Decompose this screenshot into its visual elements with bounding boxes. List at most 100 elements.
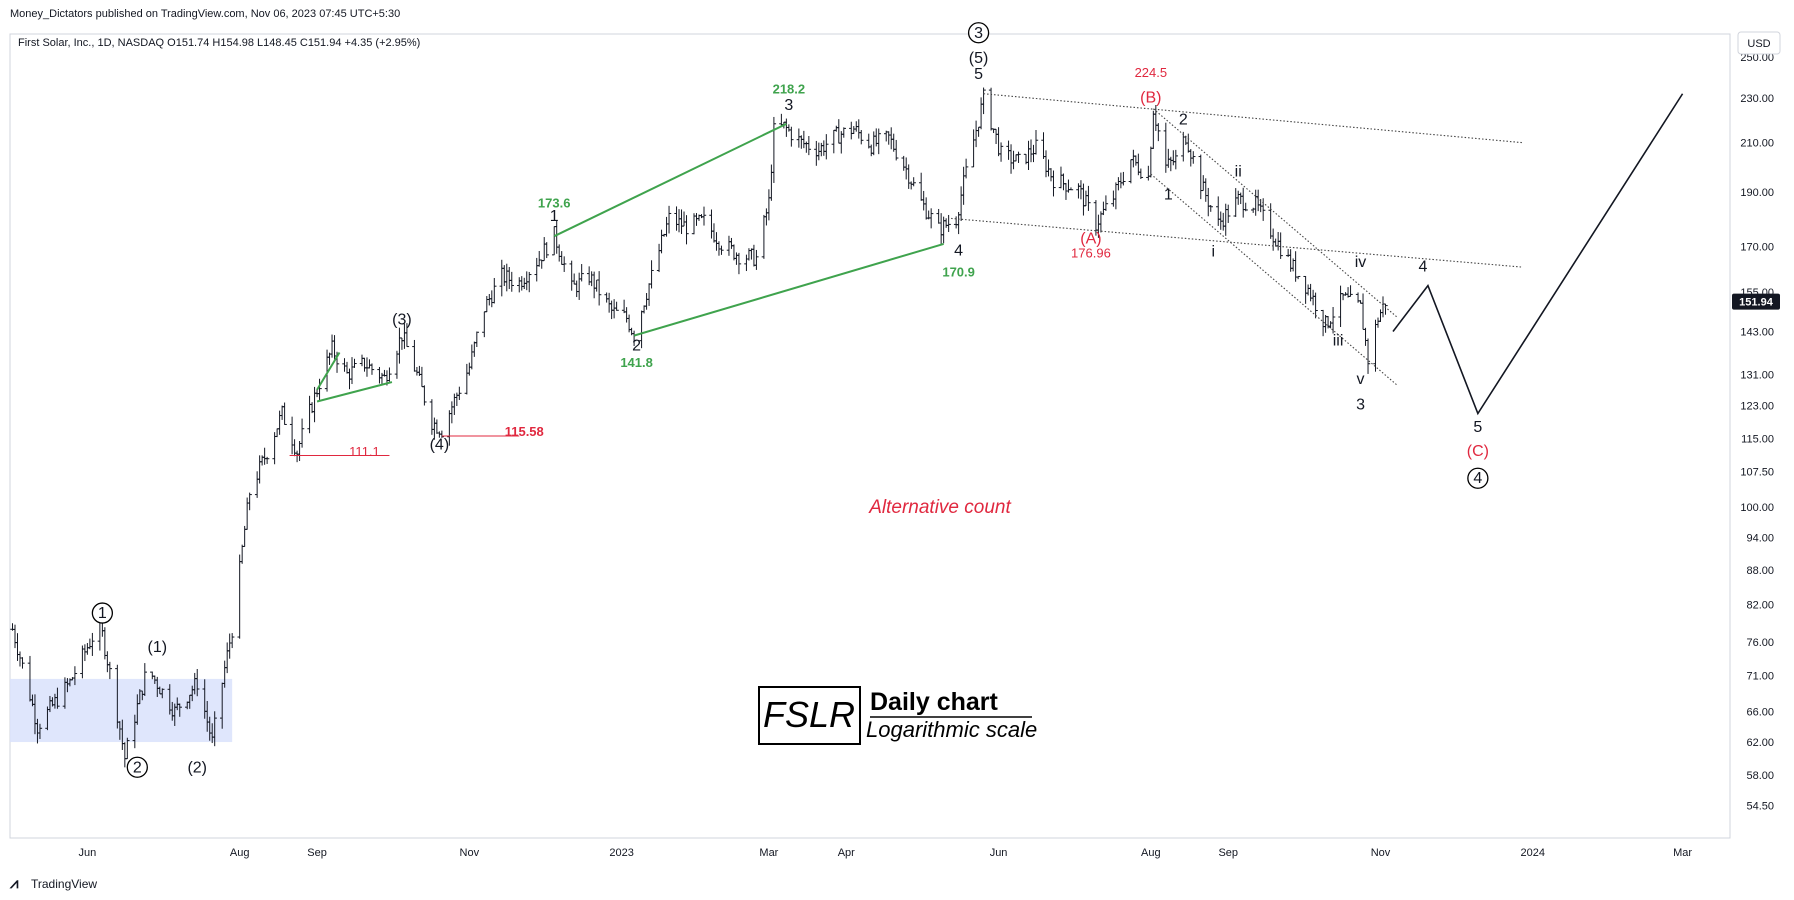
ohlc-bar: [1133, 155, 1139, 166]
ohlc-bar: [454, 392, 460, 407]
y-tick-label: 250.00: [1740, 52, 1774, 64]
wave-label: 3: [967, 22, 990, 44]
ohlc-bar: [142, 663, 148, 696]
wave-label: 2: [632, 338, 641, 355]
ohlc-bar: [998, 142, 1004, 162]
x-tick-label: Mar: [1673, 847, 1692, 859]
ohlc-bar: [502, 265, 507, 287]
ohlc-bar: [569, 260, 574, 291]
wave-label: 4: [1467, 467, 1489, 489]
ohlc-bar: [761, 214, 767, 259]
ohlc-bar: [831, 129, 837, 154]
wave-label-text: (5): [969, 50, 989, 67]
wedge-line: [316, 352, 341, 391]
ohlc-bar: [387, 367, 392, 382]
wave-label-text: (A): [1080, 231, 1101, 248]
ohlc-bar: [264, 456, 270, 464]
ohlc-bar: [254, 471, 260, 498]
ohlc-bar: [834, 125, 839, 132]
ohlc-bar: [1013, 154, 1019, 162]
ohlc-bar: [247, 492, 252, 511]
chart-subtitle: Logarithmic scale: [866, 717, 1037, 742]
ohlc-bar: [1208, 205, 1213, 212]
ohlc-bar: [1181, 131, 1186, 162]
ohlc-bar: [367, 359, 372, 369]
wave-label-text: 1: [550, 208, 559, 225]
ohlc-bar: [1173, 149, 1179, 170]
ohlc-bar: [624, 307, 629, 323]
ohlc-bar: [1313, 292, 1318, 319]
ohlc-bar: [1151, 110, 1156, 149]
ohlc-bar: [1340, 293, 1346, 301]
ohlc-bar: [82, 644, 88, 662]
y-tick-label: 88.00: [1746, 565, 1774, 577]
ohlc-bar: [474, 331, 480, 348]
ohlc-bar: [1128, 159, 1134, 184]
price-level-label: 176.96: [1071, 246, 1111, 261]
wave-label-text: 1: [98, 605, 107, 622]
y-tick-label: 210.00: [1740, 138, 1774, 150]
ticker-box: [758, 686, 861, 745]
ohlc-bar: [841, 127, 846, 138]
ohlc-bar: [177, 703, 182, 717]
y-tick-label: 76.00: [1746, 637, 1774, 649]
price-bars: [10, 87, 1388, 768]
ohlc-bar: [1250, 207, 1256, 213]
wave-label: 1: [1164, 187, 1173, 204]
y-tick-label: 131.00: [1740, 370, 1774, 382]
ohlc-bar: [517, 277, 522, 293]
ohlc-bar: [467, 362, 472, 376]
symbol-legend: First Solar, Inc., 1D, NASDAQ O151.74 H1…: [18, 37, 420, 49]
ohlc-bar: [1168, 156, 1174, 172]
ohlc-bar: [908, 181, 914, 190]
wave-label: 3: [1356, 397, 1365, 414]
ohlc-bar: [1148, 146, 1154, 178]
ohlc-bar: [1098, 211, 1104, 233]
ohlc-bar: [509, 271, 514, 292]
ohlc-bar: [1218, 211, 1223, 230]
ohlc-bar: [434, 419, 440, 434]
ohlc-bar: [664, 216, 669, 237]
ohlc-bar: [107, 661, 113, 680]
ohlc-bar: [552, 226, 557, 256]
ohlc-bar: [734, 252, 739, 265]
ohlc-bar: [105, 651, 110, 673]
ohlc-bar: [918, 172, 924, 201]
ohlc-bar: [102, 627, 108, 660]
currency-button[interactable]: USD: [1737, 31, 1781, 55]
ohlc-bar: [414, 366, 420, 376]
y-tick-label: 170.00: [1740, 242, 1774, 254]
y-tick-label: 62.00: [1746, 737, 1774, 749]
ohlc-bar: [537, 250, 542, 267]
x-tick-label: Nov: [460, 847, 480, 859]
wave-label: 1: [91, 602, 114, 624]
ohlc-bar: [711, 223, 717, 243]
y-tick-label: 143.00: [1740, 326, 1774, 338]
channel-line: [1152, 108, 1399, 319]
wave-label-text: (1): [148, 639, 168, 656]
ohlc-bar: [399, 337, 405, 350]
ohlc-bar: [279, 405, 285, 420]
ohlc-bar: [1243, 202, 1248, 212]
price-level-label: 218.2: [773, 82, 806, 97]
ohlc-bar: [614, 301, 619, 311]
wave-label-text: 2: [1179, 111, 1188, 128]
ohlc-bar: [766, 189, 772, 221]
ohlc-bar: [229, 633, 235, 649]
ohlc-bar: [457, 386, 462, 401]
ohlc-bar: [973, 120, 979, 148]
ohlc-bar: [289, 416, 295, 455]
ohlc-bar: [856, 119, 861, 139]
wave-label: (B): [1140, 89, 1161, 106]
ohlc-bar: [307, 395, 312, 434]
ohlc-bar: [814, 140, 819, 166]
wave-label: 4: [1418, 259, 1427, 276]
ohlc-bar: [150, 671, 155, 680]
ohlc-bar: [666, 205, 672, 234]
x-tick-label: Jun: [79, 847, 97, 859]
ohlc-bar: [244, 497, 250, 530]
ohlc-bar: [1166, 148, 1171, 168]
ohlc-bar: [1365, 338, 1371, 374]
ohlc-bar: [17, 651, 23, 667]
wave-label: ii: [1235, 164, 1242, 181]
